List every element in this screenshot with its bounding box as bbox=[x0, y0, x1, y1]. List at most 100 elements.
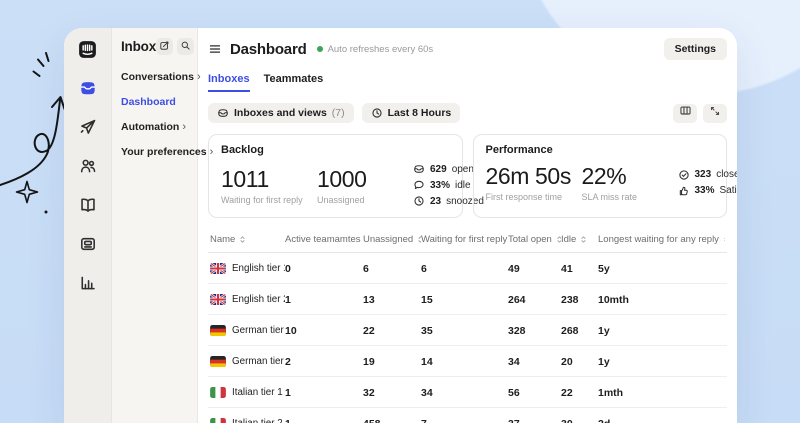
inbox-name-cell: English tier 2 bbox=[210, 294, 285, 305]
table-cell: 458 bbox=[363, 414, 421, 423]
settings-button[interactable]: Settings bbox=[664, 38, 727, 60]
sparkle bbox=[17, 182, 48, 214]
rail-item-reports[interactable] bbox=[77, 272, 99, 294]
column-header-active-teamamtes[interactable]: Active teamamtes bbox=[285, 234, 363, 245]
table-cell: 30 bbox=[561, 414, 598, 423]
backlog-card: Backlog 1011 Waiting for first reply1000… bbox=[208, 134, 463, 218]
inbox-name-cell: Italian tier 1 bbox=[210, 387, 285, 398]
table-cell: 37 bbox=[508, 414, 561, 423]
nav-item-your-preferences[interactable]: Your preferences› bbox=[121, 146, 189, 158]
table-header: Name Active teamamtes Unassigned Waiting… bbox=[208, 230, 727, 253]
table-cell: 2 bbox=[285, 352, 363, 370]
table-cell: 2d bbox=[598, 414, 725, 423]
table-row[interactable]: Italian tier 11323456221mth bbox=[208, 377, 727, 408]
table-cell: 1 bbox=[285, 383, 363, 401]
flag-gb-icon bbox=[210, 263, 226, 274]
inbox-name-cell: Italian tier 2 bbox=[210, 418, 285, 423]
rail-item-workspace-logo[interactable] bbox=[77, 38, 99, 60]
page-title: Dashboard bbox=[230, 41, 307, 58]
table-cell: 1mth bbox=[598, 383, 725, 401]
inboxes-views-filter[interactable]: Inboxes and views (7) bbox=[208, 103, 354, 123]
table-cell: 41 bbox=[561, 259, 598, 277]
column-header-waiting-for-first-reply[interactable]: Waiting for first reply bbox=[421, 234, 508, 245]
inbox-icon bbox=[217, 107, 229, 119]
table-columns-icon bbox=[679, 104, 692, 122]
table-cell: 49 bbox=[508, 259, 561, 277]
inbox-icon bbox=[413, 163, 425, 175]
flag-it-icon bbox=[210, 418, 226, 423]
arrowhead bbox=[52, 97, 65, 109]
rail-item-inbox[interactable] bbox=[77, 77, 99, 99]
rail-item-tickets[interactable] bbox=[77, 233, 99, 255]
summary-cards: Backlog 1011 Waiting for first reply1000… bbox=[208, 134, 727, 218]
table-cell: 34 bbox=[421, 383, 508, 401]
bar-chart-icon bbox=[79, 274, 97, 292]
table-cell: 5y bbox=[598, 259, 725, 277]
icon-rail bbox=[64, 28, 112, 423]
nav-item-automation[interactable]: Automation› bbox=[121, 121, 189, 133]
table-cell: 10 bbox=[285, 321, 363, 339]
rail-item-outbound[interactable] bbox=[77, 116, 99, 138]
sort-icon bbox=[579, 235, 588, 244]
thumbs-up-icon bbox=[678, 185, 690, 197]
table-cell: 34 bbox=[508, 352, 561, 370]
nav-item-dashboard[interactable]: Dashboard bbox=[121, 96, 189, 108]
table-cell: 13 bbox=[363, 290, 421, 308]
table-row[interactable]: English tier 106649415y bbox=[208, 253, 727, 284]
table-cell: 35 bbox=[421, 321, 508, 339]
table-cell: 7 bbox=[421, 414, 508, 423]
tab-teammates[interactable]: Teammates bbox=[264, 73, 324, 92]
nav-item-conversations[interactable]: Conversations› bbox=[121, 71, 189, 83]
rail-item-contacts[interactable] bbox=[77, 155, 99, 177]
table-cell: 14 bbox=[421, 352, 508, 370]
auto-refresh-status: Auto refreshes every 60s bbox=[317, 44, 434, 55]
metric-unassigned: 1000 Unassigned bbox=[317, 166, 413, 205]
clock-icon bbox=[413, 195, 425, 207]
column-header-unassigned[interactable]: Unassigned bbox=[363, 234, 421, 245]
metric-sla-miss-rate: 22% SLA miss rate bbox=[582, 163, 678, 202]
table-row[interactable]: English tier 21131526423810mth bbox=[208, 284, 727, 315]
fullscreen-button[interactable] bbox=[703, 104, 727, 123]
time-range-filter[interactable]: Last 8 Hours bbox=[362, 103, 461, 123]
table-cell: 32 bbox=[363, 383, 421, 401]
table-cell: 10mth bbox=[598, 290, 725, 308]
search-button[interactable] bbox=[177, 38, 194, 55]
page-header: Dashboard Auto refreshes every 60s Setti… bbox=[208, 38, 727, 60]
inbox-panel-title: Inbox bbox=[121, 39, 156, 54]
inbox-panel: Inbox Conversations› Dashboard Automation›… bbox=[112, 28, 198, 423]
column-header-idle[interactable]: Idle bbox=[561, 234, 598, 245]
emphasis-dashes bbox=[34, 53, 49, 76]
column-header-name[interactable]: Name bbox=[210, 234, 285, 245]
flag-de-icon bbox=[210, 356, 226, 367]
table-cell: 20 bbox=[561, 352, 598, 370]
table-cell: 268 bbox=[561, 321, 598, 339]
table-row[interactable]: Italian tier 21458737302d bbox=[208, 408, 727, 423]
backlog-card-title: Backlog bbox=[221, 144, 450, 156]
rail-item-knowledge[interactable] bbox=[77, 194, 99, 216]
table-cell: 56 bbox=[508, 383, 561, 401]
column-header-total-open[interactable]: Total open bbox=[508, 234, 561, 245]
table-row[interactable]: German tier 11022353282681y bbox=[208, 315, 727, 346]
clock-icon bbox=[371, 107, 383, 119]
compose-button[interactable] bbox=[156, 38, 173, 55]
tab-inboxes[interactable]: Inboxes bbox=[208, 73, 250, 92]
table-cell: 6 bbox=[363, 259, 421, 277]
table-cell: 328 bbox=[508, 321, 561, 339]
stat-satisfaction: 33% Satisfaction bbox=[678, 185, 738, 197]
table-cell: 22 bbox=[363, 321, 421, 339]
table-cell: 1 bbox=[285, 414, 363, 423]
inbox-name-cell: German tier 1 bbox=[210, 325, 285, 336]
flag-it-icon bbox=[210, 387, 226, 398]
table-row[interactable]: German tier 22191434201y bbox=[208, 346, 727, 377]
ticket-icon bbox=[79, 235, 97, 253]
chevron-right-icon: › bbox=[182, 123, 186, 131]
metric-waiting-for-first-reply: 1011 Waiting for first reply bbox=[221, 166, 317, 205]
flag-gb-icon bbox=[210, 294, 226, 305]
app-window: Inbox Conversations› Dashboard Automation›… bbox=[64, 28, 737, 423]
inbox-filled-icon bbox=[79, 79, 97, 97]
sidebar-toggle-icon[interactable] bbox=[208, 42, 222, 56]
table-view-button[interactable] bbox=[673, 104, 697, 123]
sort-icon bbox=[722, 235, 725, 244]
performance-card-title: Performance bbox=[486, 144, 715, 156]
column-header-longest-waiting-for-any-reply[interactable]: Longest waiting for any reply bbox=[598, 234, 725, 245]
